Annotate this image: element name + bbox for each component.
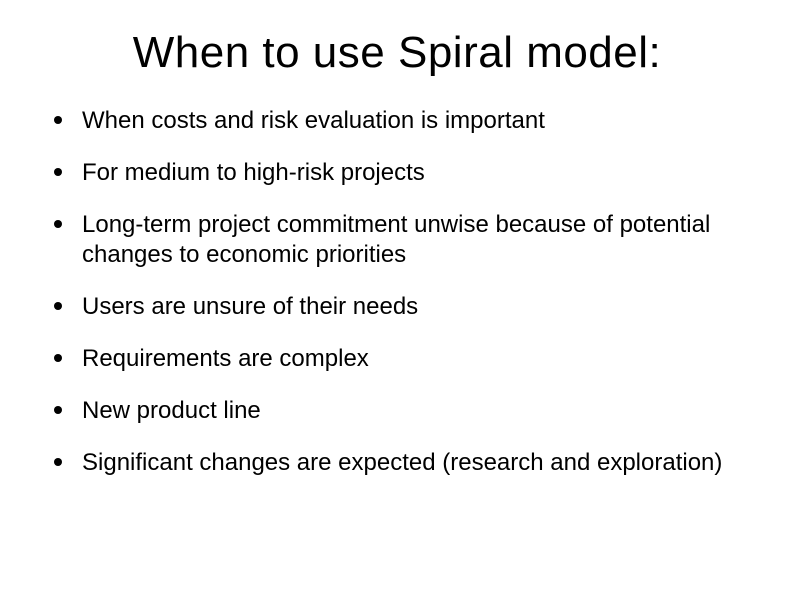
- list-item: Significant changes are expected (resear…: [50, 448, 744, 478]
- slide: When to use Spiral model: When costs and…: [0, 0, 794, 595]
- list-item: Long-term project commitment unwise beca…: [50, 210, 744, 270]
- bullet-icon: [54, 406, 62, 414]
- list-item-text: When costs and risk evaluation is import…: [82, 107, 545, 134]
- list-item: For medium to high-risk projects: [50, 158, 744, 188]
- list-item: Users are unsure of their needs: [50, 292, 744, 322]
- list-item-text: Users are unsure of their needs: [82, 293, 418, 320]
- bullet-icon: [54, 458, 62, 466]
- list-item: New product line: [50, 396, 744, 426]
- list-item-text: For medium to high-risk projects: [82, 159, 425, 186]
- bullet-icon: [54, 220, 62, 228]
- bullet-icon: [54, 168, 62, 176]
- list-item: Requirements are complex: [50, 344, 744, 374]
- bullet-list: When costs and risk evaluation is import…: [50, 106, 744, 478]
- slide-title: When to use Spiral model:: [50, 28, 744, 78]
- bullet-icon: [54, 116, 62, 124]
- list-item-text: Requirements are complex: [82, 345, 369, 372]
- list-item-text: New product line: [82, 397, 261, 424]
- list-item-text: Significant changes are expected (resear…: [82, 449, 722, 476]
- list-item: When costs and risk evaluation is import…: [50, 106, 744, 136]
- bullet-icon: [54, 302, 62, 310]
- bullet-icon: [54, 354, 62, 362]
- list-item-text: Long-term project commitment unwise beca…: [82, 211, 710, 268]
